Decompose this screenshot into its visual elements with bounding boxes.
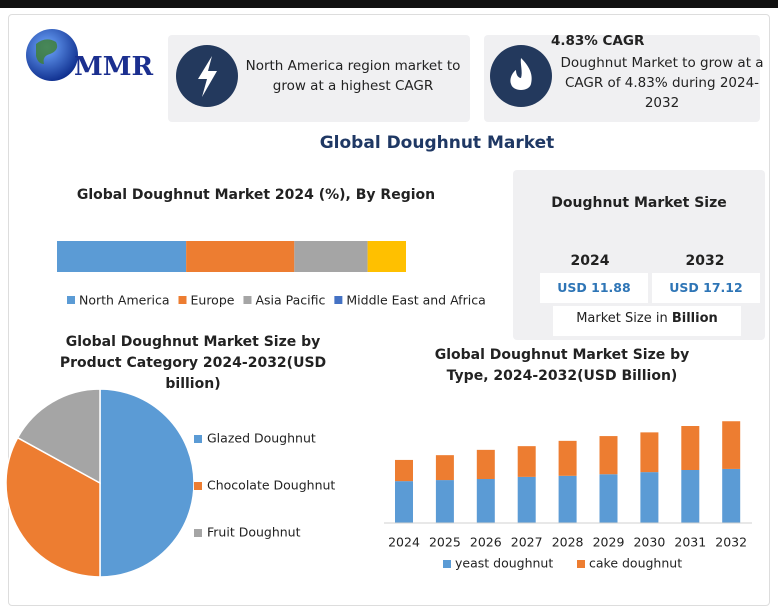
bar-segment [395,459,413,482]
frame [8,14,770,606]
bar-segment [435,480,454,523]
logo-text: MMR [74,52,154,82]
bar-segment [558,475,577,523]
main-title: Global Doughnut Market [319,133,555,153]
x-tick-label: 2032 [715,535,747,550]
legend-swatch [194,482,202,490]
x-tick-label: 2028 [552,535,584,550]
legend-label: cake doughnut [589,556,682,571]
bar-segment [517,476,536,523]
x-tick-label: 2025 [429,535,461,550]
legend-swatch [334,296,343,304]
legend-label: North America [79,293,170,308]
bar-segment [681,426,700,470]
legend-swatch [194,435,202,443]
year-label: 2024 [570,253,610,269]
bar-segment [722,468,741,523]
x-tick-label: 2024 [388,535,420,550]
legend-label: Asia Pacific [255,293,325,308]
legend-label: Fruit Doughnut [207,525,301,540]
bar-segment [57,241,187,272]
legend-label: Chocolate Doughnut [207,478,335,493]
bar-segment [186,241,295,272]
bar-segment [722,421,741,469]
x-tick-label: 2029 [593,535,625,550]
legend-swatch [243,296,252,304]
callout-title: 4.83% CAGR [551,33,645,49]
bar-segment [517,446,536,477]
chart-title: Global Doughnut Market Size by Type, 202… [434,347,690,384]
size-unit: Billion [671,311,718,326]
bar-segment [476,449,495,480]
x-tick-label: 2030 [633,535,665,550]
pie-slice [99,388,195,578]
legend-swatch [178,296,187,304]
x-tick-label: 2026 [470,535,502,550]
top-bar [0,0,778,8]
legend-label: Europe [191,293,235,308]
legend-swatch [67,296,75,304]
legend-swatch [194,529,202,537]
bar-segment [367,241,406,272]
legend-label: Glazed Doughnut [207,431,316,446]
legend-swatch [443,560,451,568]
market-size-title: Doughnut Market Size [551,195,727,211]
size-note-cell: Market Size in Billion [553,306,741,336]
bar-segment [395,481,413,523]
bar-segment [294,241,368,272]
x-tick-label: 2027 [511,535,543,550]
bar-segment [640,472,659,523]
legend-label: Middle East and Africa [346,293,485,308]
bar-segment [681,470,700,523]
callout-text: North America region market to grow at a… [245,58,461,94]
pie-slice [16,388,101,485]
bar-segment [599,474,618,523]
bar-segment [640,432,659,473]
bar-segment [435,455,454,481]
bar-segment [599,436,618,475]
size-value: USD 11.88 [540,273,648,303]
callout-text: Doughnut Market to grow at a CAGR of 4.8… [560,55,764,111]
legend-swatch [577,560,585,568]
size-note: Market Size in [576,311,668,326]
legend-label: yeast doughnut [455,556,553,571]
chart-title: Global Doughnut Market Size by Product C… [59,334,327,392]
pie-slice [5,436,101,578]
size-value: USD 17.12 [652,273,760,303]
bar-segment [558,440,577,476]
bar-segment [476,479,495,523]
chart-title: Global Doughnut Market 2024 (%), By Regi… [76,187,436,203]
x-tick-label: 2031 [674,535,706,550]
year-label: 2032 [685,253,725,269]
